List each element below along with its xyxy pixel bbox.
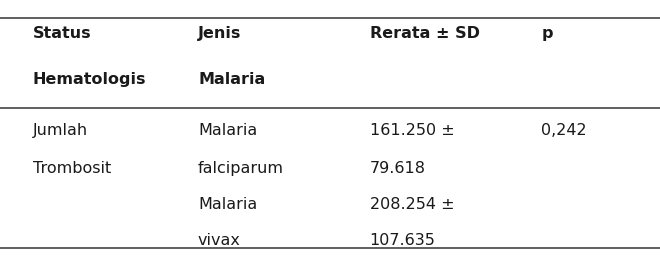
Text: Malaria: Malaria [198, 72, 265, 87]
Text: Trombosit: Trombosit [33, 161, 112, 176]
Text: Jenis: Jenis [198, 26, 242, 41]
Text: Malaria: Malaria [198, 123, 257, 138]
Text: Hematologis: Hematologis [33, 72, 147, 87]
Text: p: p [541, 26, 552, 41]
Text: vivax: vivax [198, 233, 241, 248]
Text: Jumlah: Jumlah [33, 123, 88, 138]
Text: 107.635: 107.635 [370, 233, 436, 248]
Text: 208.254 ±: 208.254 ± [370, 197, 454, 212]
Text: 0,242: 0,242 [541, 123, 587, 138]
Text: Status: Status [33, 26, 92, 41]
Text: falciparum: falciparum [198, 161, 284, 176]
Text: Rerata ± SD: Rerata ± SD [370, 26, 480, 41]
Text: 79.618: 79.618 [370, 161, 426, 176]
Text: Malaria: Malaria [198, 197, 257, 212]
Text: 161.250 ±: 161.250 ± [370, 123, 454, 138]
